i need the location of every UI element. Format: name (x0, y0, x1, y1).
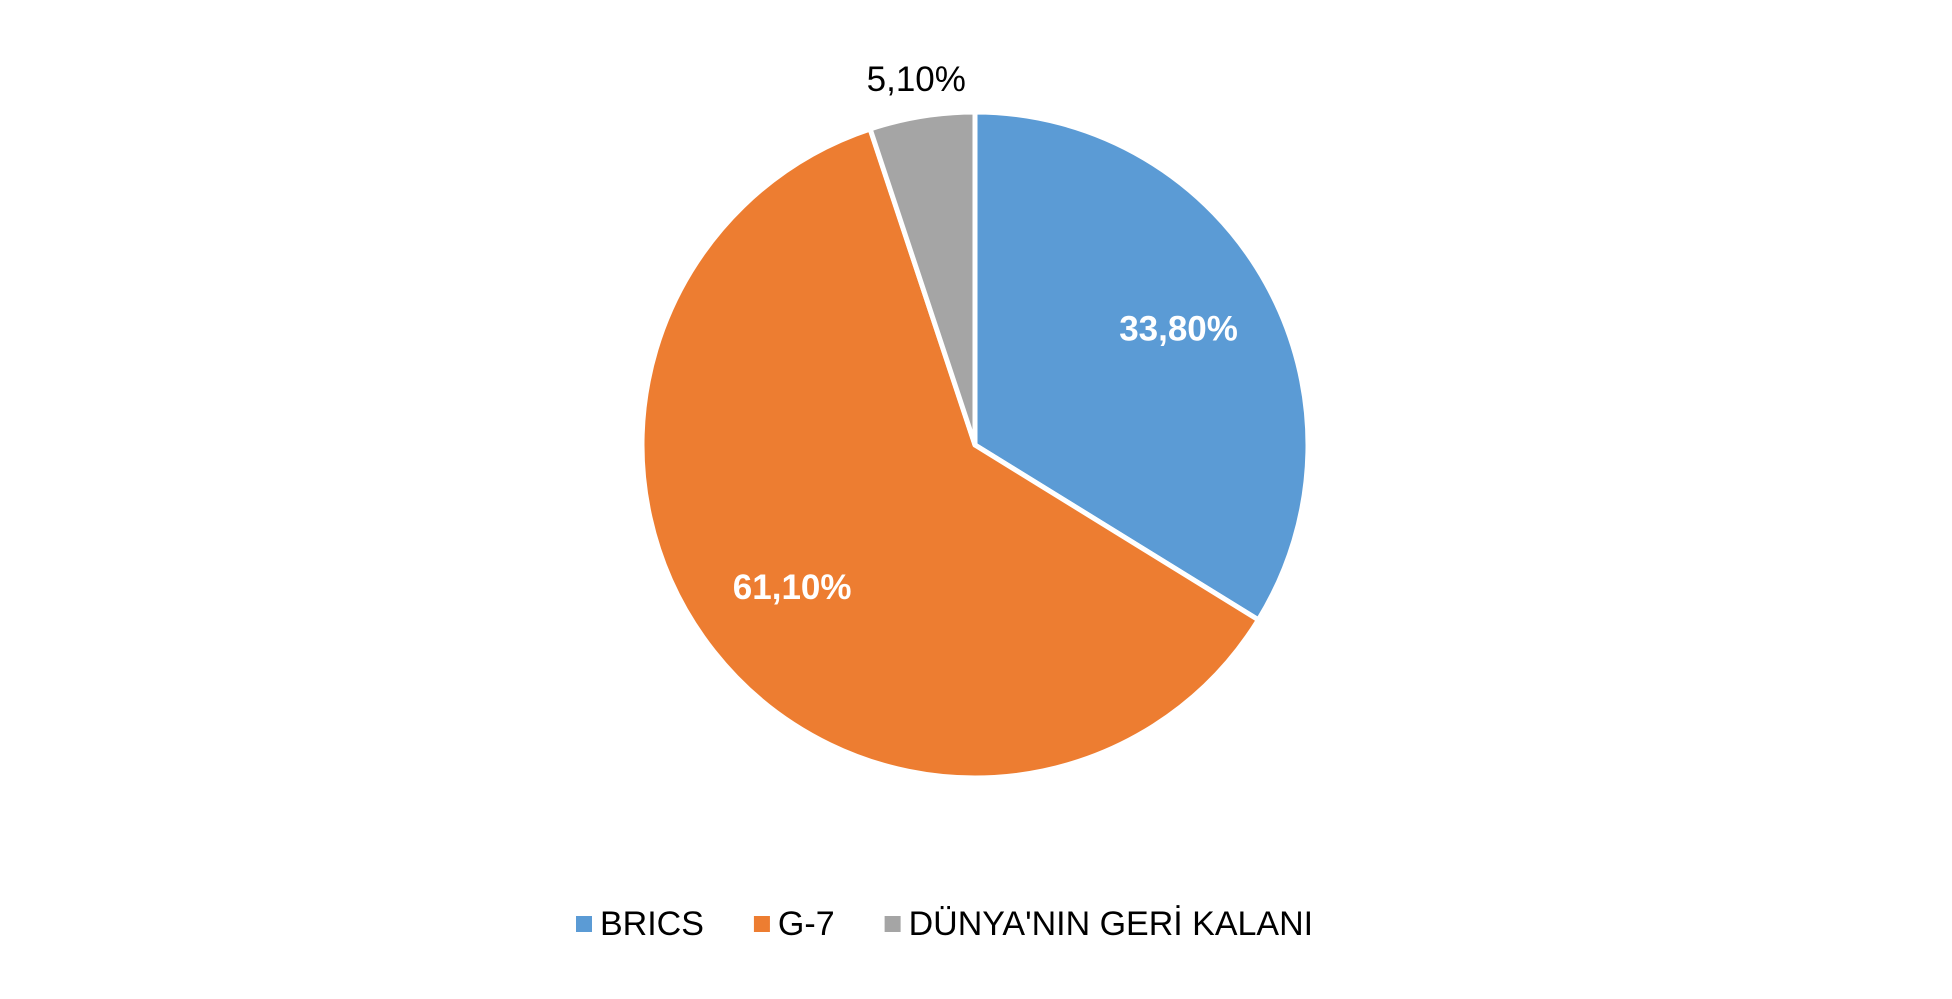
legend-swatch (576, 916, 592, 932)
pie-slice (972, 109, 1311, 623)
legend-label: DÜNYA'NIN GERİ KALANI (909, 905, 1314, 943)
data-label: 33,80% (1119, 310, 1238, 349)
data-label: 5,10% (867, 60, 966, 99)
pie-slice (867, 109, 978, 448)
legend-swatch (884, 916, 901, 932)
legend-label: G-7 (778, 905, 835, 943)
pie-slice (639, 126, 1261, 781)
data-label: 61,10% (733, 568, 852, 607)
legend-label: BRICS (600, 905, 704, 943)
legend-swatch (753, 916, 770, 932)
